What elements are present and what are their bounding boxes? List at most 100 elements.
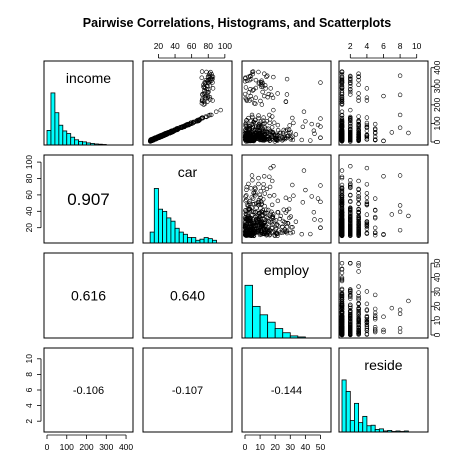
scatter-point <box>209 112 214 118</box>
scatter-point <box>364 315 370 320</box>
scatter-point <box>282 219 287 225</box>
y-tick-label-employ: 10 <box>432 316 442 326</box>
panel-frame <box>43 60 134 146</box>
scatter-point <box>290 182 295 188</box>
scatter-point <box>202 86 208 91</box>
scatter-point <box>258 98 263 104</box>
panel-frame <box>338 60 429 146</box>
scatter-point <box>406 130 411 136</box>
histogram-bar <box>207 238 213 244</box>
scatter-point <box>264 207 269 212</box>
scatter-point <box>300 124 306 129</box>
scatter-point <box>247 98 252 103</box>
scatter-point <box>308 231 313 237</box>
scatter-point <box>262 174 267 179</box>
panel-frame <box>241 154 332 244</box>
panel-reside-car: -0.107 <box>142 347 233 433</box>
scatter-point <box>290 115 295 121</box>
scatter-point <box>290 229 296 235</box>
scatter-point <box>256 122 262 127</box>
scatter-point <box>250 177 255 183</box>
scatter-point <box>246 181 251 187</box>
scatter-point <box>364 191 370 196</box>
scatter-point <box>244 197 249 203</box>
histogram-bar <box>58 124 64 146</box>
scatter-point <box>253 95 258 100</box>
scatter-point <box>339 101 345 106</box>
scatter-point <box>256 175 261 181</box>
scatter-point <box>299 137 304 143</box>
scatter-point <box>247 74 253 79</box>
scatter-point <box>272 233 278 238</box>
scatter-point <box>261 182 266 187</box>
scatter-point <box>348 302 353 308</box>
y-tick-label-reside: 4 <box>24 403 34 408</box>
scatter-point <box>339 91 345 97</box>
scatter-point <box>258 122 263 128</box>
scatter-point <box>339 76 345 82</box>
scatter-point <box>271 107 276 113</box>
scatter-point <box>406 298 411 304</box>
scatter-point <box>348 76 353 82</box>
scatter-point <box>299 231 304 237</box>
scatter-point <box>251 190 256 195</box>
scatter-point <box>339 199 345 204</box>
scatter-point <box>149 138 155 143</box>
x-tick-label-reside: 4 <box>365 41 370 51</box>
scatter-point <box>348 120 353 125</box>
scatter-point <box>311 210 317 215</box>
scatter-point <box>267 184 273 190</box>
scatter-point <box>248 93 253 99</box>
scatter-point <box>268 86 273 91</box>
scatter-point <box>356 322 361 328</box>
histogram-bar <box>354 402 360 433</box>
scatter-point <box>356 310 361 315</box>
scatter-point <box>249 233 254 238</box>
scatter-point <box>339 278 345 284</box>
histogram-bar <box>46 130 52 146</box>
scatter-point <box>373 292 378 298</box>
scatter-point <box>364 307 370 312</box>
scatter-point <box>253 229 258 234</box>
correlation-value: 0.640 <box>170 288 205 304</box>
scatter-point <box>315 196 321 201</box>
scatter-point <box>339 119 345 125</box>
scatter-point <box>381 138 386 144</box>
scatter-point <box>348 117 353 123</box>
panel-employ-income: 0.616 <box>43 252 134 339</box>
scatter-point <box>373 230 378 236</box>
scatter-point <box>348 208 353 213</box>
scatter-point <box>199 101 205 106</box>
scatter-point <box>381 327 386 333</box>
scatter-point <box>262 133 268 138</box>
scatter-point <box>397 209 403 215</box>
histogram-bar <box>244 284 253 339</box>
scatter-point <box>207 83 213 88</box>
scatter-point <box>280 138 285 143</box>
scatter-point <box>356 324 361 329</box>
scatter-point <box>262 219 268 224</box>
scatter-point <box>318 218 323 223</box>
scatter-point <box>275 198 281 204</box>
scatter-point <box>270 95 276 101</box>
x-tick-label-car: 80 <box>204 41 214 51</box>
scatter-point <box>356 127 361 133</box>
scatter-point <box>259 102 265 107</box>
x-tick-label-employ: 10 <box>255 442 265 452</box>
scatter-point <box>282 229 288 234</box>
scatter-point <box>265 73 270 78</box>
scatter-point <box>339 214 345 220</box>
panel-frame <box>43 347 134 433</box>
y-tick-label-reside: 6 <box>24 387 34 392</box>
scatter-point <box>373 327 378 332</box>
scatter-point <box>250 88 255 93</box>
scatter-point <box>257 192 263 198</box>
panel-employ-reside <box>338 252 429 339</box>
scatter-point <box>339 316 345 321</box>
scatter-point <box>303 119 308 124</box>
scatter-point <box>252 226 258 231</box>
scatter-point <box>339 97 345 102</box>
scatter-point <box>373 329 378 335</box>
scatter-point <box>269 220 274 225</box>
panel-car-car: car <box>142 154 233 244</box>
